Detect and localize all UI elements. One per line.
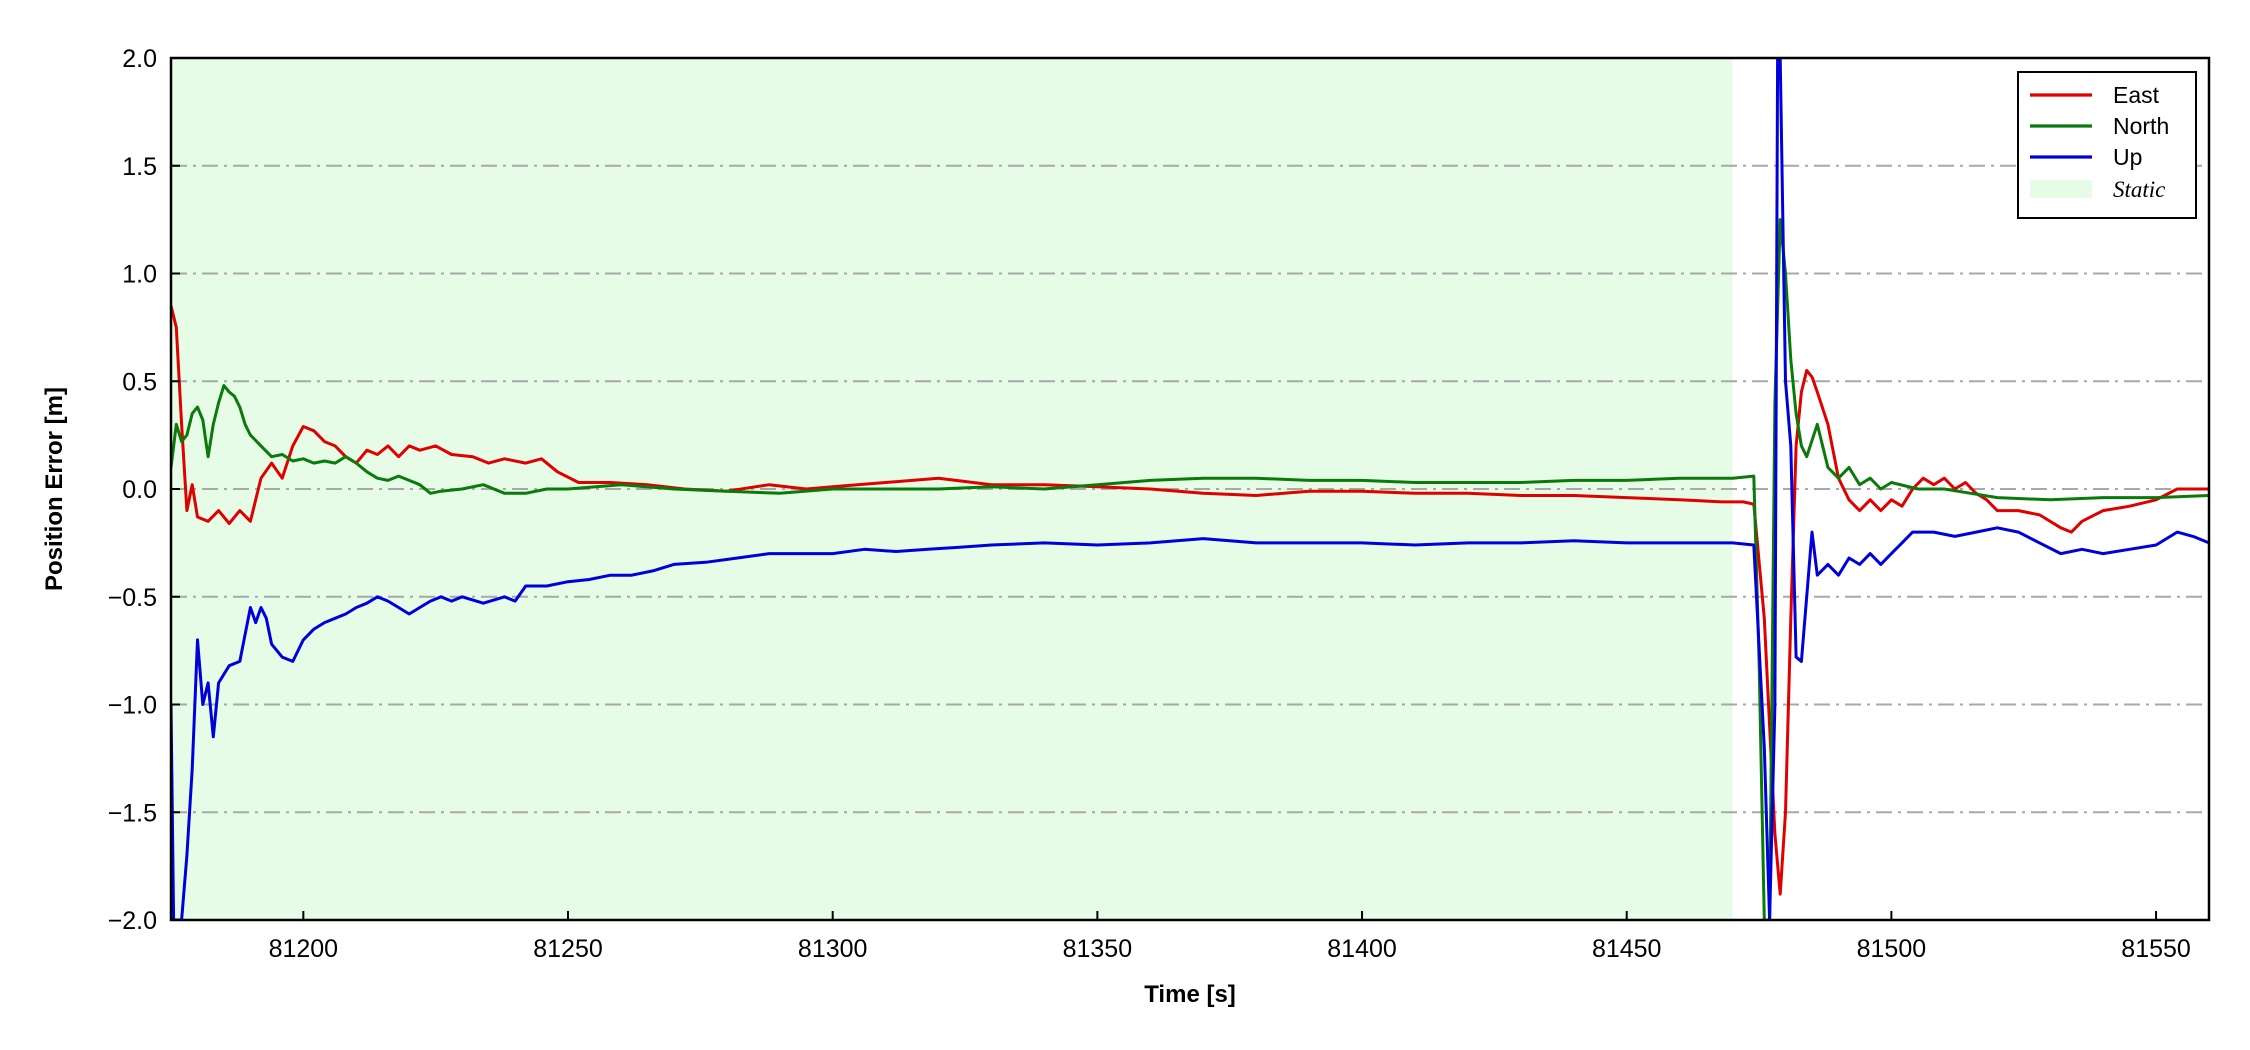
y-axis-title: Position Error [m] <box>41 387 68 591</box>
x-tick-label: 81250 <box>533 935 603 963</box>
y-tick-label: 1.0 <box>122 261 157 289</box>
horizontal-gridlines <box>171 164 2209 814</box>
legend-swatch-static <box>2030 180 2092 198</box>
x-axis-title: Time [s] <box>1144 981 1236 1008</box>
legend-label-static: Static <box>2113 177 2165 202</box>
y-tick-label: −1.0 <box>108 692 157 720</box>
series-line-up <box>171 58 2209 920</box>
y-tick-label: −0.5 <box>108 584 157 612</box>
legend-label-north: North <box>2113 113 2169 139</box>
y-axis: −2.0 −1.5 −1.0 −0.5 0.0 0.5 1.0 1.5 2.0 <box>108 45 180 935</box>
y-tick-label: −2.0 <box>108 907 157 935</box>
series-layer <box>171 58 2209 920</box>
legend-label-east: East <box>2113 82 2160 108</box>
y-tick-label: 1.5 <box>122 153 157 181</box>
y-tick-label: 0.0 <box>122 476 157 504</box>
x-tick-label: 81400 <box>1327 935 1397 963</box>
x-tick-label: 81550 <box>2121 935 2191 963</box>
series-line-east <box>171 305 2209 896</box>
x-tick-label: 81200 <box>269 935 339 963</box>
y-tick-label: −1.5 <box>108 799 157 827</box>
series-line-north <box>171 218 2209 920</box>
y-tick-label: 0.5 <box>122 368 157 396</box>
y-tick-label: 2.0 <box>122 45 157 73</box>
legend-label-up: Up <box>2113 144 2142 170</box>
x-tick-label: 81500 <box>1857 935 1927 963</box>
x-axis: 81200 81250 81300 81350 81400 81450 81500 81550 <box>269 911 2191 963</box>
legend: East North Up Static <box>2017 71 2197 219</box>
x-tick-label: 81300 <box>798 935 868 963</box>
x-tick-label: 81350 <box>1063 935 1133 963</box>
x-tick-label: 81450 <box>1592 935 1662 963</box>
